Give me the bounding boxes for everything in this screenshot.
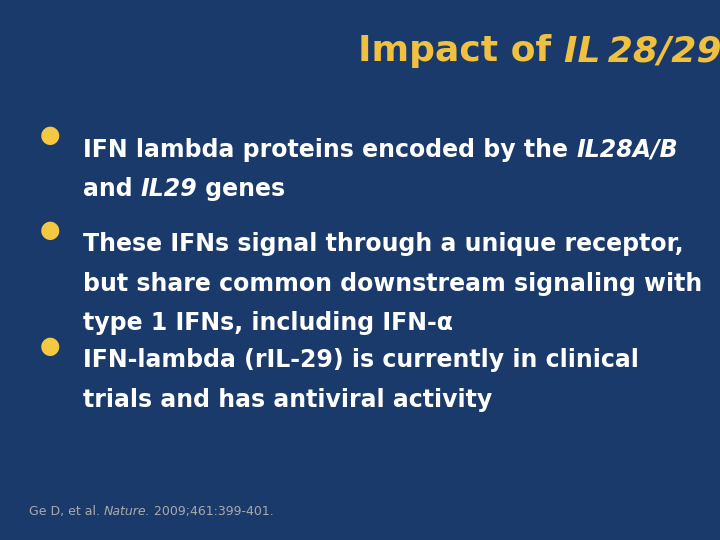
Text: Nature.: Nature. — [104, 505, 150, 518]
Text: 2009;461:399-401.: 2009;461:399-401. — [150, 505, 274, 518]
Text: ●: ● — [40, 123, 60, 147]
Text: These IFNs signal through a unique receptor,: These IFNs signal through a unique recep… — [83, 232, 683, 256]
Text: type 1 IFNs, including IFN-α: type 1 IFNs, including IFN-α — [83, 311, 453, 335]
Text: but share common downstream signaling with: but share common downstream signaling wi… — [83, 272, 702, 295]
Text: IFN lambda proteins encoded by the: IFN lambda proteins encoded by the — [83, 138, 576, 161]
Text: Ge D, et al.: Ge D, et al. — [29, 505, 104, 518]
Text: and: and — [83, 177, 140, 201]
Text: ●: ● — [40, 218, 60, 241]
Text: IL28A/B: IL28A/B — [576, 138, 678, 161]
Text: Impact of: Impact of — [359, 35, 564, 68]
Text: ●: ● — [40, 334, 60, 357]
Text: IL29: IL29 — [140, 177, 197, 201]
Text: IFN-lambda (rIL-29) is currently in clinical: IFN-lambda (rIL-29) is currently in clin… — [83, 348, 639, 372]
Text: genes: genes — [197, 177, 286, 201]
Text: trials and has antiviral activity: trials and has antiviral activity — [83, 388, 492, 411]
Text: IL 28/29: IL 28/29 — [564, 35, 720, 68]
